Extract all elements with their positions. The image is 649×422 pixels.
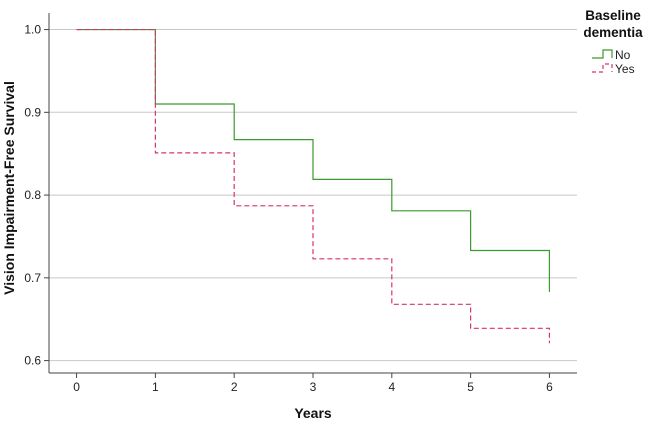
x-axis-ticks: 0 1 2 3 4 5 6 xyxy=(73,373,553,394)
series-lines xyxy=(76,28,551,344)
y-tick-label-1.0: 1.0 xyxy=(24,23,41,37)
y-tick-label-0.7: 0.7 xyxy=(24,271,41,285)
gridlines xyxy=(49,29,577,362)
x-tick-label-2: 2 xyxy=(231,380,238,394)
x-axis-title: Years xyxy=(294,405,332,421)
y-tick-label-0.6: 0.6 xyxy=(24,354,41,368)
legend-swatch-yes xyxy=(592,63,613,73)
y-axis-ticks: 0.6 0.7 0.8 0.9 1.0 xyxy=(24,23,49,368)
x-tick-label-6: 6 xyxy=(546,380,553,394)
series-line-yes xyxy=(76,28,551,344)
x-tick-label-5: 5 xyxy=(467,380,474,394)
y-tick-label-0.9: 0.9 xyxy=(24,105,41,119)
x-tick-label-0: 0 xyxy=(73,380,80,394)
y-tick-label-0.8: 0.8 xyxy=(24,188,41,202)
x-tick-label-3: 3 xyxy=(310,380,317,394)
legend-label-no: No xyxy=(615,48,631,62)
y-axis-title: Vision Impairment-Free Survival xyxy=(1,81,17,295)
legend-label-yes: Yes xyxy=(615,62,635,76)
x-tick-label-4: 4 xyxy=(388,380,395,394)
legend-swatch-no xyxy=(592,49,613,59)
legend-title-line1: Baseline xyxy=(585,8,641,23)
x-tick-label-1: 1 xyxy=(152,380,159,394)
axes xyxy=(48,13,577,374)
legend-title-line2: dementia xyxy=(583,25,643,40)
